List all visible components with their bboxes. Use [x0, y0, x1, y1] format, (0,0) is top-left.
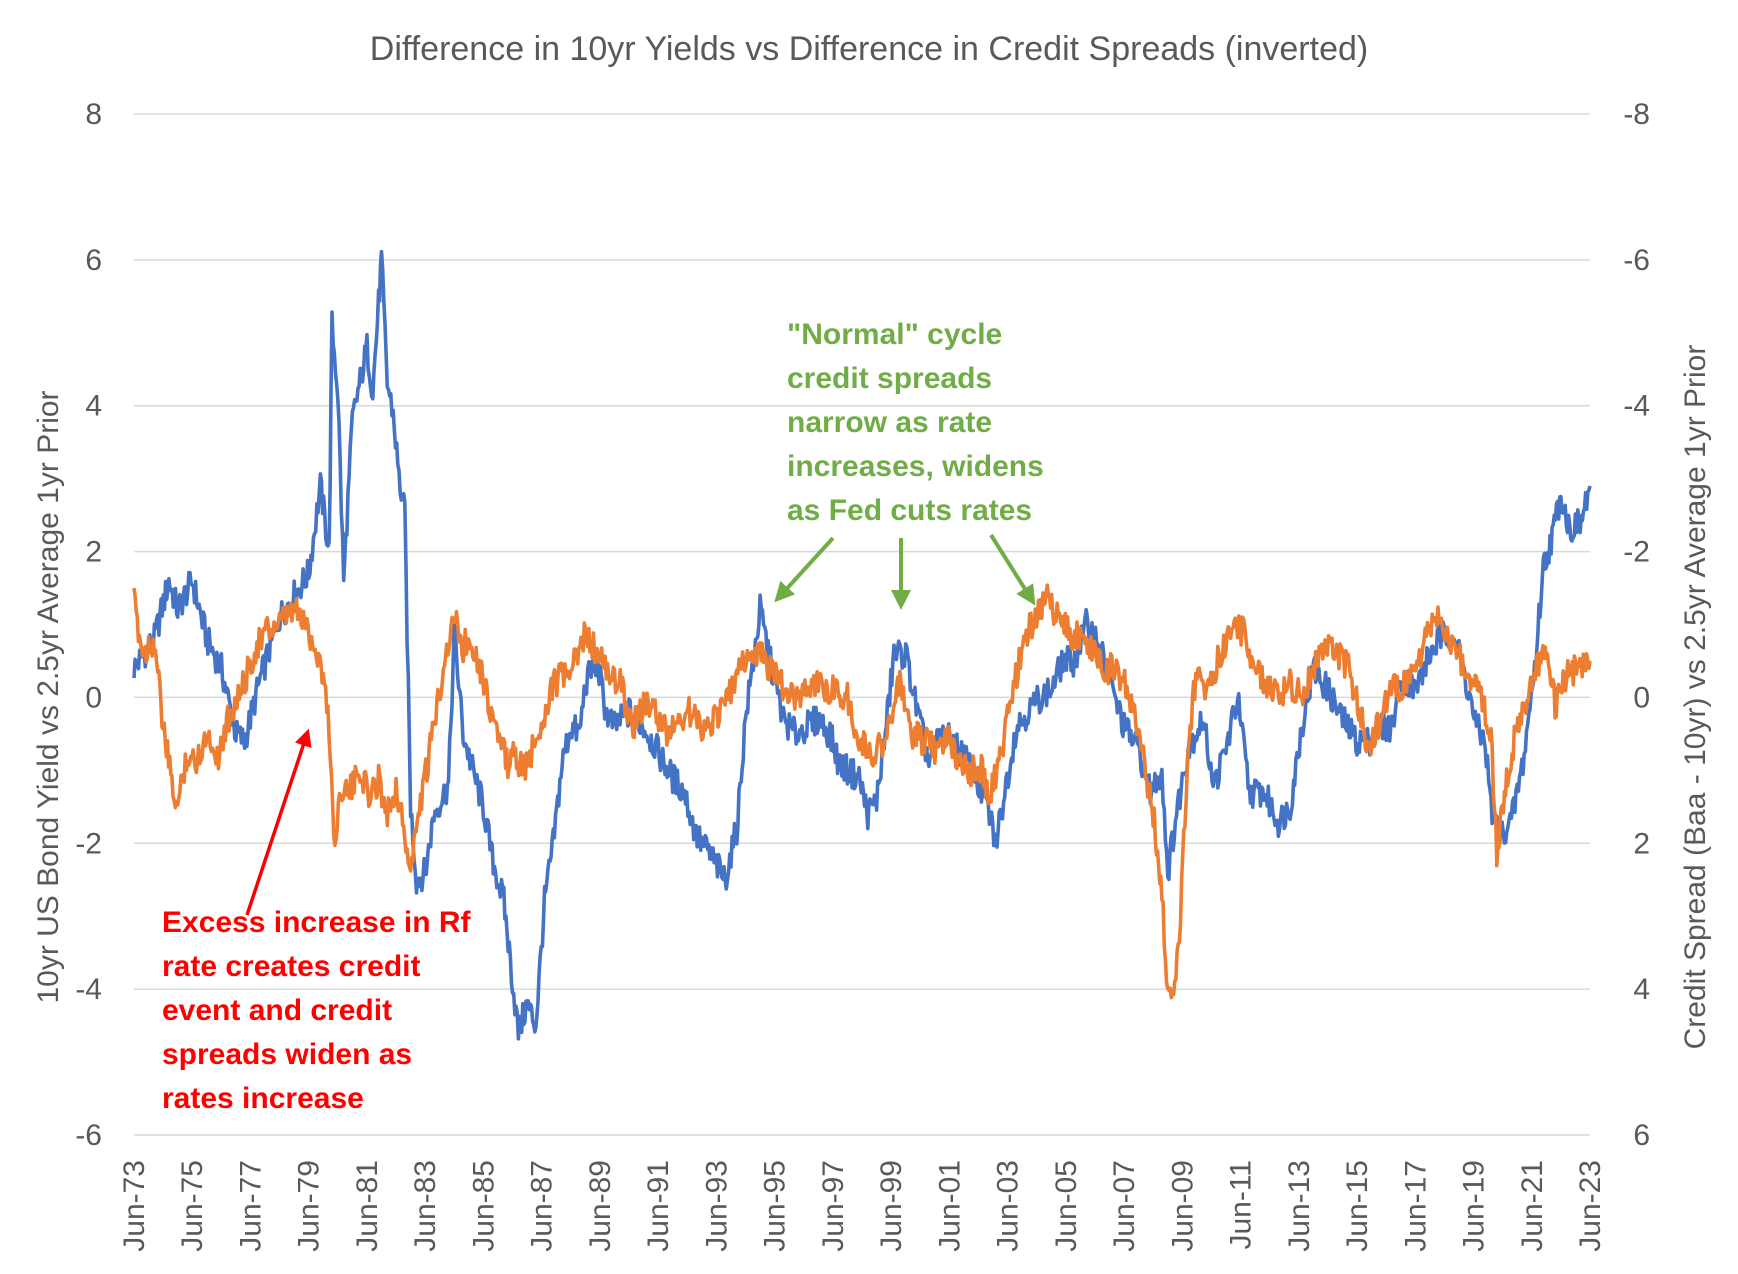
x-tick-21: Jun-15 — [1341, 1160, 1374, 1252]
x-tick-11: Jun-95 — [759, 1160, 792, 1252]
y-tick-right-6: 4 — [1633, 973, 1650, 1006]
x-tick-14: Jun-01 — [933, 1160, 966, 1252]
x-tick-19: Jun-11 — [1225, 1160, 1258, 1250]
green-annotation-line-4: increases, widens — [787, 450, 1044, 483]
y-tick-right-4: 0 — [1633, 681, 1650, 714]
series-line-left — [132, 249, 1592, 1041]
x-tick-7: Jun-87 — [526, 1160, 559, 1252]
red-annotation-line-2: rate creates credit — [162, 950, 421, 983]
x-tick-24: Jun-21 — [1516, 1160, 1549, 1252]
green-annotation-line-2: credit spreads — [787, 362, 992, 395]
green-annotation-line-3: narrow as rate — [787, 406, 992, 439]
red-annotation-line-1: Excess increase in Rf — [162, 906, 472, 939]
x-tick-12: Jun-97 — [817, 1160, 850, 1252]
x-tick-0: Jun-73 — [118, 1160, 151, 1252]
x-tick-17: Jun-07 — [1108, 1160, 1141, 1252]
gridlines — [134, 113, 1590, 1136]
green-arrow-left — [774, 536, 835, 603]
green-arrow-right — [989, 533, 1036, 606]
y-tick-right-3: -2 — [1623, 536, 1650, 569]
chart-title: Difference in 10yr Yields vs Difference … — [370, 30, 1368, 68]
y-tick-left-7: -6 — [75, 1119, 102, 1152]
red-annotation-line-4: spreads widen as — [162, 1038, 412, 1071]
y-tick-right-2: -4 — [1623, 390, 1650, 423]
x-tick-4: Jun-81 — [351, 1160, 384, 1252]
x-tick-13: Jun-99 — [875, 1160, 908, 1252]
x-tick-18: Jun-09 — [1166, 1160, 1199, 1252]
red-annotation-line-3: event and credit — [162, 994, 392, 1027]
y-axis-left-ticks: 8 6 4 2 0 -2 -4 -6 — [75, 98, 102, 1152]
red-arrow — [245, 728, 312, 916]
y-axis-left-title: 10yr US Bond Yield vs 2.5yr Average 1yr … — [32, 390, 65, 1003]
x-tick-1: Jun-75 — [176, 1160, 209, 1252]
x-tick-23: Jun-19 — [1458, 1160, 1491, 1252]
x-tick-10: Jun-93 — [700, 1160, 733, 1252]
x-tick-20: Jun-13 — [1283, 1160, 1316, 1252]
x-tick-22: Jun-17 — [1399, 1160, 1432, 1252]
y-tick-right-0: -8 — [1623, 98, 1650, 131]
x-tick-8: Jun-89 — [584, 1160, 617, 1252]
y-tick-left-2: 4 — [85, 390, 102, 423]
x-tick-16: Jun-05 — [1050, 1160, 1083, 1252]
red-annotation: Excess increase in Rf rate creates credi… — [162, 906, 472, 1115]
green-annotation-line-1: "Normal" cycle — [787, 318, 1002, 351]
green-annotation: "Normal" cycle credit spreads narrow as … — [787, 318, 1044, 527]
y-tick-left-0: 8 — [85, 98, 102, 131]
y-axis-right-title: Credit Spread (Baa - 10yr) vs 2.5yr Aver… — [1679, 345, 1712, 1050]
x-tick-5: Jun-83 — [409, 1160, 442, 1252]
green-annotation-line-5: as Fed cuts rates — [787, 494, 1032, 527]
series-lines — [132, 249, 1592, 1041]
y-axis-right-ticks: -8 -6 -4 -2 0 2 4 6 — [1623, 98, 1650, 1152]
x-axis-ticks: Jun-73 Jun-75 Jun-77 Jun-79 Jun-81 Jun-83 Jun-… — [118, 1160, 1607, 1252]
x-tick-9: Jun-91 — [642, 1160, 675, 1252]
red-annotation-line-5: rates increase — [162, 1082, 364, 1115]
x-tick-25: Jun-23 — [1574, 1160, 1607, 1252]
x-tick-15: Jun-03 — [992, 1160, 1025, 1252]
x-tick-2: Jun-77 — [234, 1160, 267, 1252]
x-tick-6: Jun-85 — [467, 1160, 500, 1252]
y-tick-left-3: 2 — [85, 536, 102, 569]
y-tick-left-1: 6 — [85, 244, 102, 277]
y-tick-right-7: 6 — [1633, 1119, 1650, 1152]
y-tick-right-5: 2 — [1633, 827, 1650, 860]
y-tick-left-6: -4 — [75, 973, 102, 1006]
y-tick-left-4: 0 — [85, 681, 102, 714]
series-line-right — [132, 583, 1592, 1000]
x-tick-3: Jun-79 — [293, 1160, 326, 1252]
y-tick-right-1: -6 — [1623, 244, 1650, 277]
y-tick-left-5: -2 — [75, 827, 102, 860]
